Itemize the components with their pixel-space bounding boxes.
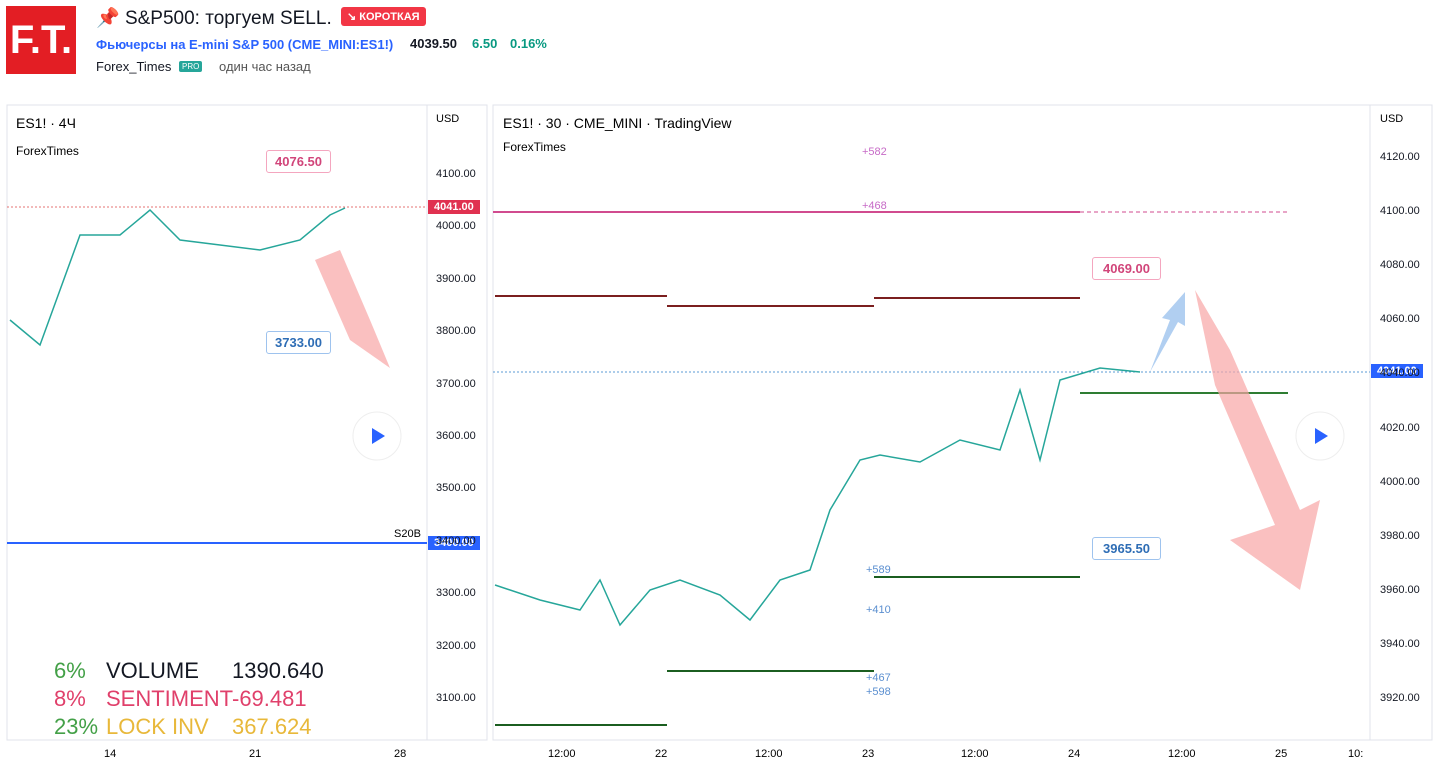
x-tick-label: 12:00 <box>548 748 576 760</box>
level-tag: 3400.00 <box>428 536 480 550</box>
arrow <box>315 250 390 368</box>
left-panel <box>6 104 488 741</box>
y-tick-label: 3940.00 <box>1380 637 1420 650</box>
y-tick-label: 4080.00 <box>1380 259 1420 272</box>
x-tick-label: 21 <box>249 748 262 760</box>
y-tick-label: 3100.00 <box>436 692 476 704</box>
pro-badge: PRO <box>179 61 203 72</box>
right-author: ForexTimes <box>503 140 566 154</box>
annotation: +467 <box>866 672 891 684</box>
annotation: +410 <box>866 604 891 616</box>
play-icon <box>372 428 385 444</box>
callout: 4076.50 <box>266 150 331 173</box>
y-tick-label: 3980.00 <box>1380 529 1420 542</box>
y-tick-label: 3960.00 <box>1380 583 1420 596</box>
y-tick-label: 4040.00 <box>1380 367 1420 380</box>
arrow <box>1195 290 1320 590</box>
y-tick-label: 4120.00 <box>1380 151 1420 163</box>
title-text: S&P500: торгуем SELL. <box>124 8 332 29</box>
change-pct: 0.16% <box>510 36 547 51</box>
x-tick-label: 12:00 <box>755 748 783 760</box>
y-tick-label: 3200.00 <box>436 639 476 652</box>
y-tick-label: 4020.00 <box>1380 421 1420 434</box>
stat-value: 1390.640 <box>232 658 324 683</box>
title: 📌 S&P500: торгуем SELL. <box>96 8 332 29</box>
y-tick-label: 3500.00 <box>436 482 476 495</box>
frame <box>6 104 488 741</box>
change: 6.50 <box>472 36 498 51</box>
right-title: ES1! · 30 · CME_MINI · TradingView <box>503 115 732 131</box>
x-tick-label: 12:00 <box>1168 748 1196 760</box>
y-tick-label: 4100.00 <box>436 168 476 180</box>
annotation: +468 <box>862 200 887 212</box>
play-icon <box>1315 428 1328 444</box>
price-path <box>9 207 346 347</box>
callout: 3733.00 <box>266 331 331 354</box>
callout: 3965.50 <box>1092 537 1161 560</box>
stat-value: 367.624 <box>232 714 312 739</box>
x-tick-label: 14 <box>104 748 117 760</box>
stat-name: LOCK INV <box>106 714 209 739</box>
y-tick-label: 3800.00 <box>436 325 476 338</box>
callout: 4069.00 <box>1092 257 1161 280</box>
price-path <box>494 367 1141 627</box>
x-tick-label: 24 <box>1068 748 1081 760</box>
stat-value: -69.481 <box>232 686 307 711</box>
x-tick-label: 22 <box>655 748 668 760</box>
price-tag: 4041.00 <box>428 200 480 214</box>
y-tick-label: 3400.00 <box>436 534 476 547</box>
y-tick-label: 4000.00 <box>1380 475 1420 488</box>
author[interactable]: Forex_Times <box>96 59 172 74</box>
y-tick-label: 3700.00 <box>436 377 476 390</box>
frame <box>492 104 1433 741</box>
level-label: S20B <box>394 528 421 540</box>
right-panel <box>492 104 1433 741</box>
arrow <box>1150 292 1185 372</box>
y-tick-label: 4000.00 <box>436 220 476 233</box>
y-tick-label: 3920.00 <box>1380 692 1420 704</box>
badge: ↘ КОРОТКАЯ <box>341 7 426 26</box>
y-tick-label: 3300.00 <box>436 587 476 600</box>
annotation: +582 <box>862 146 887 158</box>
stat-pct: 6% <box>54 658 86 683</box>
stat-pct: 23% <box>54 714 99 739</box>
symbol[interactable]: Фьючерсы на E-mini S&P 500 (CME_MINI:ES1… <box>96 37 394 52</box>
y-tick-label: 4060.00 <box>1380 313 1420 326</box>
x-tick-label: 25 <box>1275 748 1288 760</box>
price: 4039.50 <box>410 36 457 51</box>
y-tick-label: 4100.00 <box>1380 205 1420 218</box>
annotation: +589 <box>866 564 891 576</box>
x-tick-label: 12:00 <box>961 748 989 760</box>
left-currency: USD <box>436 113 460 125</box>
logo: F.T. <box>6 6 76 74</box>
stat-name: SENTIMENT <box>106 686 234 711</box>
annotation: +598 <box>866 686 891 698</box>
x-tick-label: 23 <box>862 748 875 760</box>
left-author: ForexTimes <box>16 144 79 158</box>
y-tick-label: 3600.00 <box>436 430 476 442</box>
price-tag: 4041.00 <box>1371 364 1423 378</box>
left-title: ES1! · 4Ч <box>16 115 76 131</box>
stat-pct: 8% <box>54 686 86 711</box>
time: один час назад <box>219 59 311 74</box>
x-tick-label: 10: <box>1348 748 1364 760</box>
x-tick-label: 28 <box>394 748 407 760</box>
right-currency: USD <box>1380 113 1404 125</box>
stat-name: VOLUME <box>106 658 199 683</box>
y-tick-label: 3900.00 <box>436 272 476 285</box>
